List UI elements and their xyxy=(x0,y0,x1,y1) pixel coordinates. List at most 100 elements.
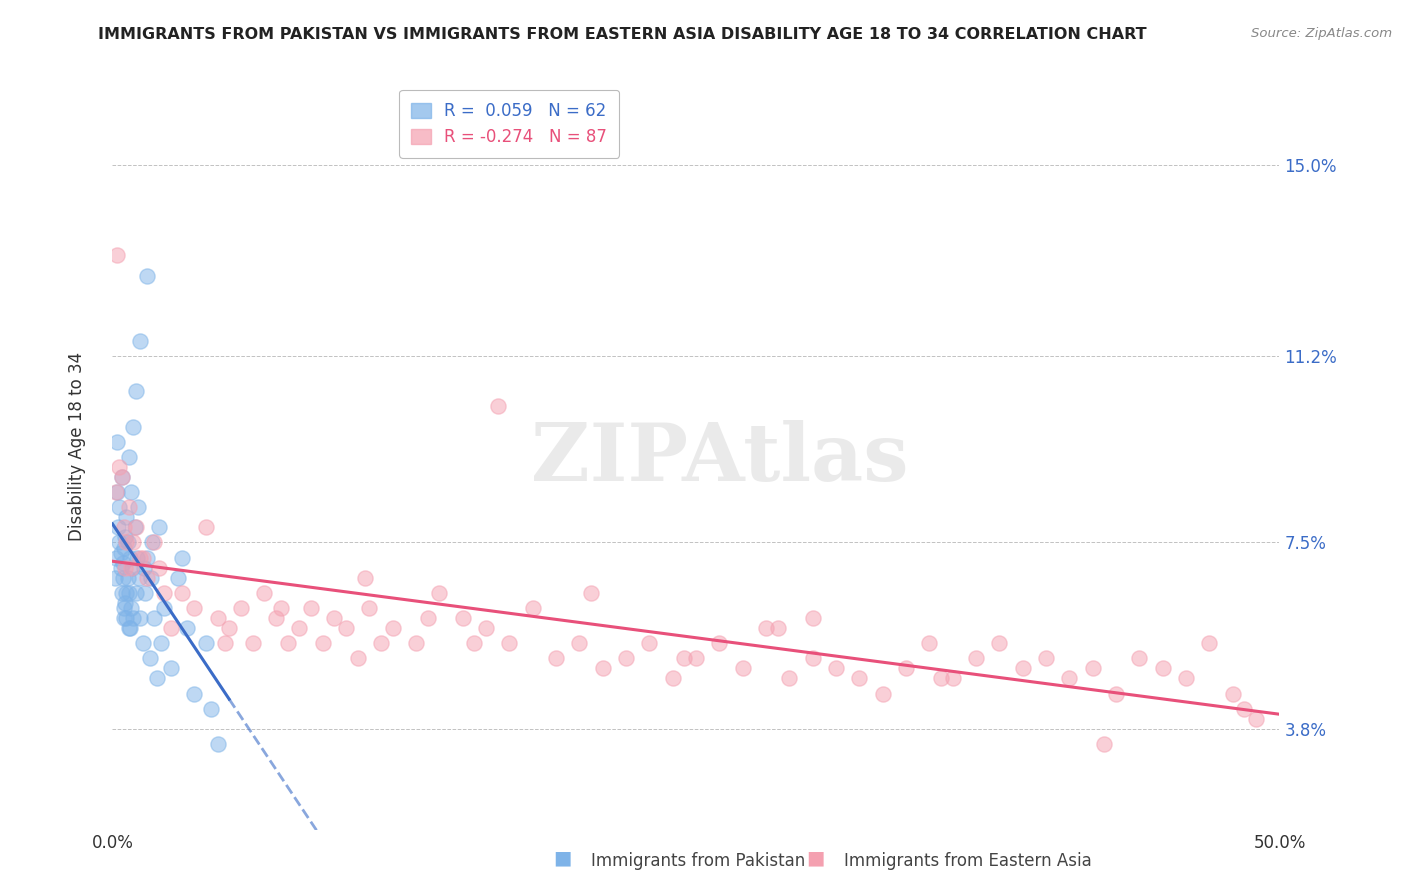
Point xyxy=(200,701,222,715)
Point xyxy=(988,636,1011,650)
Point xyxy=(194,520,217,534)
Point xyxy=(141,535,163,549)
Point xyxy=(486,400,509,414)
Point xyxy=(172,550,194,565)
Point xyxy=(112,611,135,625)
Point xyxy=(166,571,188,585)
Point xyxy=(143,535,166,549)
Point xyxy=(579,586,602,600)
Point xyxy=(218,621,240,635)
Point xyxy=(148,560,170,574)
Point xyxy=(323,611,346,625)
Point xyxy=(381,621,404,635)
Point xyxy=(120,601,142,615)
Point xyxy=(104,550,127,565)
Point xyxy=(108,459,131,474)
Point xyxy=(105,248,128,262)
Point xyxy=(1222,687,1244,701)
Point xyxy=(112,601,135,615)
Point xyxy=(160,621,183,635)
Text: Source: ZipAtlas.com: Source: ZipAtlas.com xyxy=(1251,27,1392,40)
Point xyxy=(146,672,169,686)
Point xyxy=(544,651,567,665)
Point xyxy=(114,531,136,545)
Text: ■: ■ xyxy=(553,849,572,868)
Point xyxy=(264,611,287,625)
Point xyxy=(110,560,132,574)
Point xyxy=(111,470,134,484)
Point xyxy=(111,556,134,570)
Point xyxy=(125,550,148,565)
Point xyxy=(104,571,127,585)
Point xyxy=(105,485,128,500)
Point xyxy=(568,636,591,650)
Point xyxy=(122,611,145,625)
Text: Disability Age 18 to 34: Disability Age 18 to 34 xyxy=(69,351,86,541)
Point xyxy=(115,586,138,600)
Point xyxy=(129,611,152,625)
Point xyxy=(136,268,159,283)
Point xyxy=(104,485,127,500)
Point xyxy=(276,636,298,650)
Point xyxy=(427,586,450,600)
Point xyxy=(117,571,139,585)
Point xyxy=(661,672,683,686)
Point xyxy=(129,550,152,565)
Point xyxy=(614,651,637,665)
Point xyxy=(127,500,149,515)
Point xyxy=(463,636,485,650)
Point xyxy=(111,571,134,585)
Point xyxy=(183,687,205,701)
Point xyxy=(112,541,135,555)
Point xyxy=(1244,712,1267,726)
Point xyxy=(214,636,236,650)
Point xyxy=(172,586,194,600)
Point xyxy=(778,672,800,686)
Point xyxy=(918,636,941,650)
Point xyxy=(125,384,148,399)
Point xyxy=(207,737,229,751)
Point xyxy=(111,586,134,600)
Point xyxy=(709,636,731,650)
Point xyxy=(125,586,148,600)
Point xyxy=(965,651,987,665)
Point xyxy=(160,661,183,675)
Point xyxy=(139,571,162,585)
Point xyxy=(522,601,544,615)
Point xyxy=(299,601,322,615)
Point xyxy=(894,661,917,675)
Point xyxy=(207,611,229,625)
Point xyxy=(105,434,128,449)
Point xyxy=(143,611,166,625)
Point xyxy=(118,500,141,515)
Point xyxy=(118,621,141,635)
Point xyxy=(1128,651,1150,665)
Point xyxy=(114,560,136,574)
Point xyxy=(229,601,252,615)
Point xyxy=(125,520,148,534)
Point xyxy=(346,651,368,665)
Point xyxy=(755,621,778,635)
Point xyxy=(311,636,333,650)
Point xyxy=(242,636,264,650)
Point xyxy=(148,520,170,534)
Point xyxy=(405,636,427,650)
Point xyxy=(136,571,159,585)
Point xyxy=(153,601,176,615)
Point xyxy=(685,651,707,665)
Point xyxy=(118,621,141,635)
Point xyxy=(108,535,131,549)
Point xyxy=(122,419,145,434)
Point xyxy=(872,687,894,701)
Point xyxy=(1059,672,1081,686)
Text: Immigrants from Pakistan: Immigrants from Pakistan xyxy=(591,852,804,870)
Text: ZIPAtlas: ZIPAtlas xyxy=(530,420,908,499)
Point xyxy=(124,520,146,534)
Point xyxy=(1035,651,1057,665)
Point xyxy=(134,586,156,600)
Point xyxy=(183,601,205,615)
Legend: R =  0.059   N = 62, R = -0.274   N = 87: R = 0.059 N = 62, R = -0.274 N = 87 xyxy=(399,90,619,158)
Point xyxy=(1081,661,1104,675)
Point xyxy=(1175,672,1198,686)
Point xyxy=(121,560,143,574)
